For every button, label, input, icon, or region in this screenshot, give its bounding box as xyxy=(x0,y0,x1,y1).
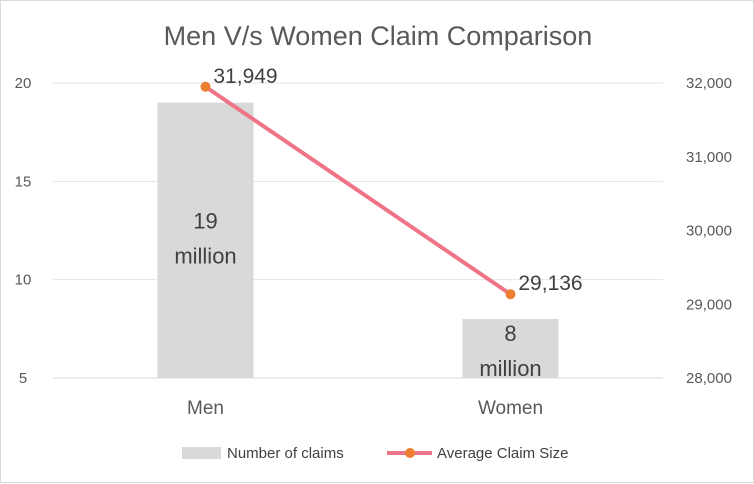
bar-value-label-unit: million xyxy=(174,243,236,268)
y-right-tick-label: 29,000 xyxy=(686,296,732,313)
data-labels: 19 million 8 million 31,949 29,136 xyxy=(174,65,582,381)
chart-title: Men V/s Women Claim Comparison xyxy=(164,21,593,51)
bar-value-label-unit: million xyxy=(479,356,541,381)
legend-label-line: Average Claim Size xyxy=(437,445,568,462)
bar xyxy=(462,319,559,378)
bar xyxy=(157,102,254,379)
y-left-tick-label: 20 xyxy=(15,75,32,92)
line-value-label: 29,136 xyxy=(518,272,582,295)
y-right-tick-label: 31,000 xyxy=(686,149,732,166)
x-category-label: Women xyxy=(478,398,543,419)
legend-label-bar: Number of claims xyxy=(227,445,344,462)
legend-swatch-bar xyxy=(182,447,221,459)
gridlines xyxy=(53,82,663,281)
bar-value-label: 8 xyxy=(504,321,516,346)
y-left-tick-label: 5 xyxy=(19,370,27,387)
bar-value-label: 19 xyxy=(193,208,217,233)
bar-series xyxy=(157,102,559,379)
average-claim-line xyxy=(203,84,513,297)
x-category-label: Men xyxy=(187,398,224,419)
legend: Number of claims Average Claim Size xyxy=(182,445,568,462)
legend-swatch-marker xyxy=(405,448,415,458)
line-marker xyxy=(505,289,516,300)
line-value-label: 31,949 xyxy=(213,65,277,88)
y-left-tick-label: 15 xyxy=(15,173,32,190)
line-marker xyxy=(200,81,211,92)
y-right-tick-label: 32,000 xyxy=(686,75,732,92)
line-series xyxy=(200,81,516,300)
y-left-tick-label: 10 xyxy=(15,272,32,289)
axes: 5 10 15 20 28,000 29,000 30,000 31,000 32,000 Men… xyxy=(15,75,732,419)
y-right-tick-label: 28,000 xyxy=(686,370,732,387)
y-right-tick-label: 30,000 xyxy=(686,223,732,240)
